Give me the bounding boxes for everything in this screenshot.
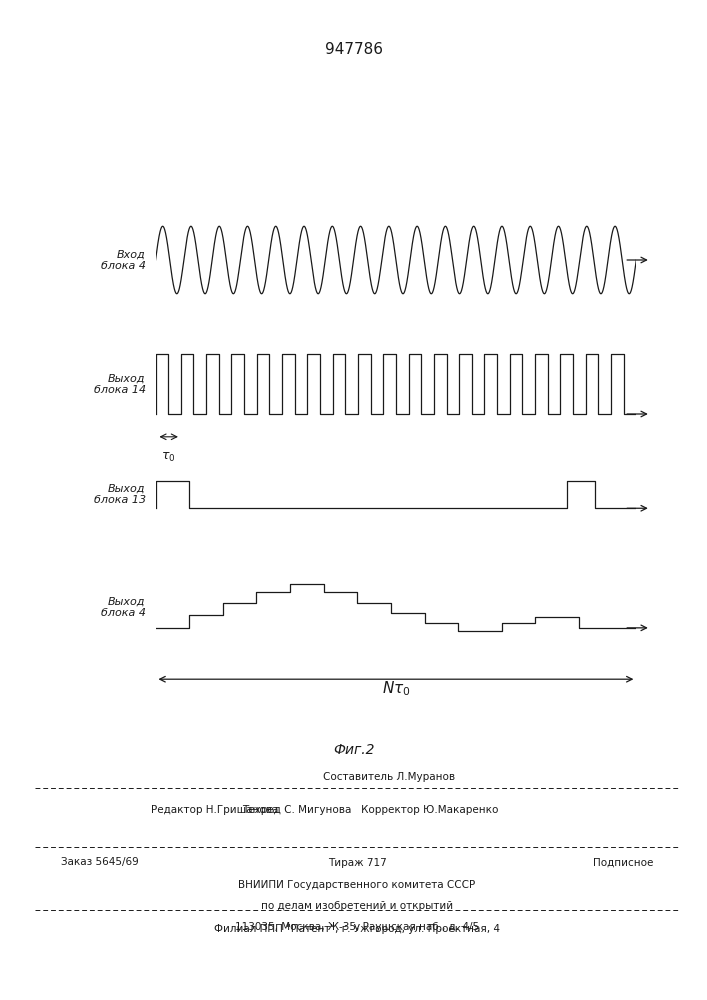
Text: $\tau_0$: $\tau_0$ [161,451,175,464]
Text: по делам изобретений и открытий: по делам изобретений и открытий [261,901,453,911]
Text: Филиал ППП "Патент", г. Ужгород, ул. Проектная, 4: Филиал ППП "Патент", г. Ужгород, ул. Про… [214,924,500,934]
Text: Составитель Л.Муранов: Составитель Л.Муранов [323,772,455,782]
Text: Подписное: Подписное [592,857,653,867]
Text: 113035, Москва, Ж-35, Раушская наб., д. 4/5: 113035, Москва, Ж-35, Раушская наб., д. … [235,922,479,932]
Text: Выход
блока 4: Выход блока 4 [100,596,146,618]
Text: Фиг.2: Фиг.2 [333,743,374,757]
Text: $N\tau_0$: $N\tau_0$ [382,680,410,698]
Text: Выход
блока 13: Выход блока 13 [93,483,146,505]
Text: 947786: 947786 [325,42,382,57]
Text: ВНИИПИ Государственного комитета СССР: ВНИИПИ Государственного комитета СССР [238,880,476,890]
Text: Редактор Н.Гришанова: Редактор Н.Гришанова [151,805,279,815]
Text: Заказ 5645/69: Заказ 5645/69 [61,857,139,867]
Text: Вход
блока 4: Вход блока 4 [100,249,146,271]
Text: Тираж 717: Тираж 717 [327,857,387,867]
Text: Выход
блока 14: Выход блока 14 [93,373,146,395]
Text: Техред С. Мигунова   Корректор Ю.Макаренко: Техред С. Мигунова Корректор Ю.Макаренко [242,805,498,815]
